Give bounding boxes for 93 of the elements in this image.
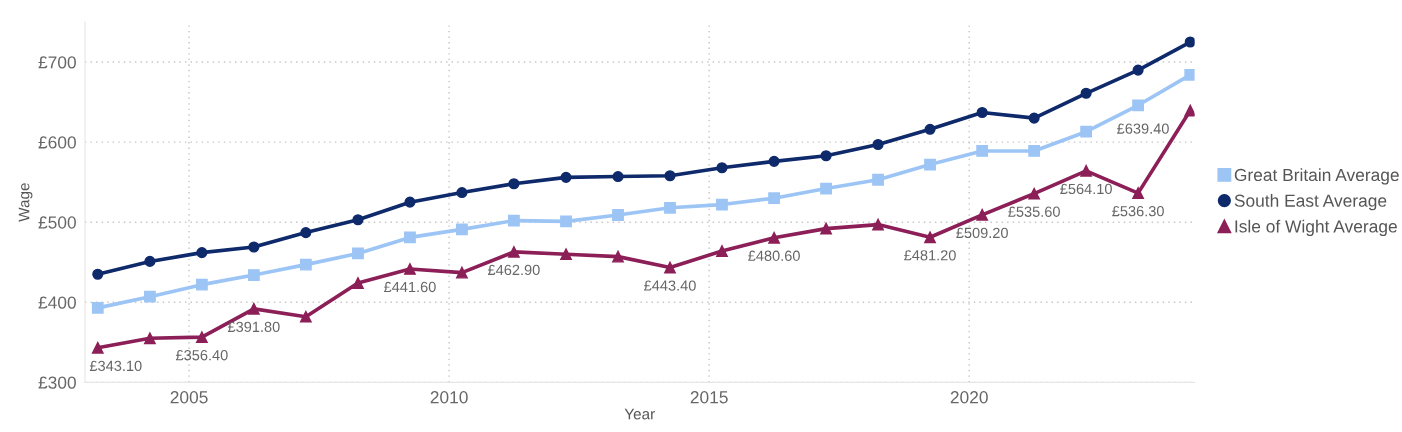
point [768,231,781,244]
point [1132,99,1145,112]
data-label: £391.80 [227,321,280,333]
x-tick-label: 2015 [690,391,728,404]
point [768,155,780,167]
point [560,215,572,228]
point [716,245,728,257]
point [456,266,468,279]
y-tick-label: £600 [38,136,76,149]
data-label: £343.10 [89,360,142,372]
point [820,222,832,235]
point [456,187,468,199]
data-label: £356.40 [175,350,228,361]
legend-label: South East Average [1234,194,1387,211]
point [247,269,260,281]
point [872,218,884,231]
data-label: £535.60 [1008,206,1060,217]
point [143,290,156,303]
point [612,209,624,221]
point [768,192,781,205]
point [664,261,676,274]
point [1028,145,1041,157]
y-axis-title: Wage [18,183,33,222]
point [1184,68,1195,81]
x-tick-label: 2005 [170,391,208,404]
point [976,208,989,221]
point [664,170,676,182]
point [352,214,364,226]
point [560,248,572,261]
point [404,196,416,208]
point [872,173,884,186]
point [91,341,104,354]
point [924,123,936,135]
point [612,170,624,183]
point [300,227,312,239]
point [352,247,364,260]
point [195,331,208,344]
point [1132,64,1144,76]
data-label: £480.60 [748,250,800,261]
point [1184,104,1195,117]
point [716,162,728,174]
legend-label: Isle of Wight Average [1235,219,1397,236]
point [299,310,312,323]
point [91,301,104,314]
point [92,268,104,280]
y-tick-label: £400 [38,296,76,309]
point [716,198,728,211]
y-tick-label: £300 [38,376,76,389]
point [1132,187,1145,200]
point [976,106,988,119]
point [196,247,208,259]
point [1028,112,1040,124]
point [248,241,260,253]
legend-label: Great Britain Average [1234,168,1399,185]
point [924,158,936,171]
x-tick-label: 2020 [950,391,988,404]
y-tick-label: £500 [38,216,76,229]
point [664,201,676,214]
x-tick-label: 2010 [430,391,468,404]
y-tick-label: £700 [38,56,76,69]
point [820,150,832,162]
point [144,255,156,267]
point [1080,87,1092,99]
point [820,182,832,195]
point [508,178,520,190]
point [456,223,468,236]
data-label: £481.20 [904,250,956,261]
point [143,332,156,345]
data-label: £536.30 [1112,206,1164,217]
point [404,263,416,275]
point [247,302,260,315]
point [404,231,416,244]
point [1028,187,1041,200]
point [299,258,312,271]
x-axis-title: Year [624,408,655,420]
data-label: £462.90 [487,264,540,276]
point [195,278,208,291]
point [508,214,520,227]
data-label: £441.60 [384,281,436,293]
point [872,138,884,151]
point [508,245,520,258]
point [1080,164,1093,177]
point [560,171,572,183]
data-label: £639.40 [1117,123,1169,134]
data-label: £443.40 [644,280,696,291]
point [352,277,364,289]
point [924,231,936,244]
point [1184,36,1195,48]
point [1080,125,1093,138]
point [976,145,989,157]
point [612,250,624,263]
data-label: £509.20 [956,227,1008,239]
data-label: £564.10 [1060,183,1112,195]
